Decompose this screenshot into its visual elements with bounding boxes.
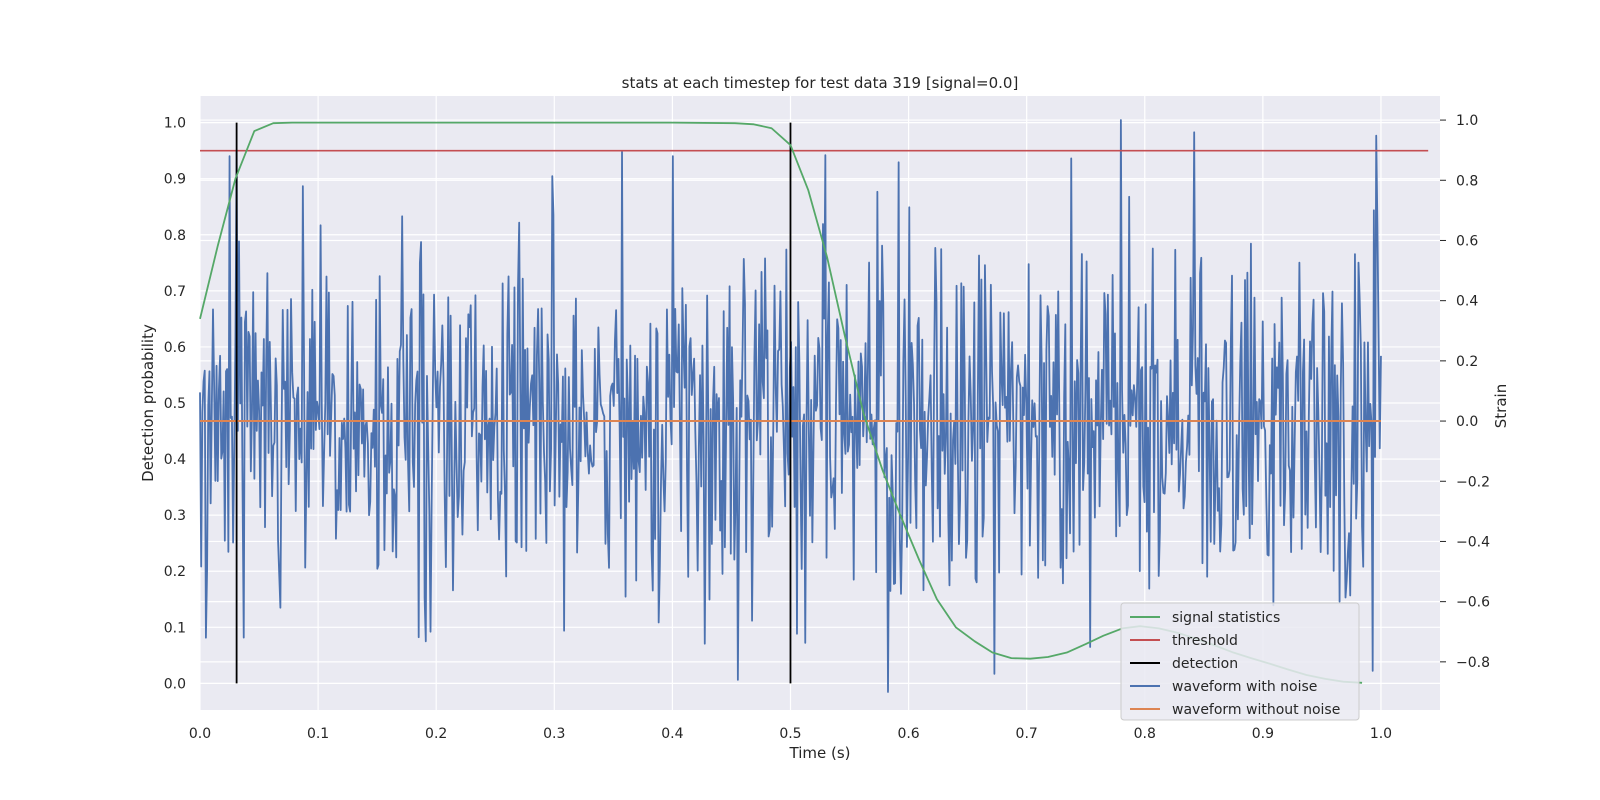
legend-label-detection: detection — [1172, 656, 1238, 672]
y-left-tick-label: 0.7 — [164, 284, 186, 300]
legend-label-threshold: threshold — [1172, 633, 1238, 649]
x-tick-label: 0.7 — [1016, 726, 1038, 742]
x-tick-label: 0.8 — [1134, 726, 1156, 742]
y-right-tick-label: −0.2 — [1456, 474, 1490, 490]
x-tick-label: 1.0 — [1370, 726, 1392, 742]
y-right-tick-label: −0.4 — [1456, 534, 1490, 550]
legend-label-waveform-with-noise: waveform with noise — [1172, 679, 1317, 695]
y-right-tick-label: 0.4 — [1456, 294, 1478, 310]
y-left-tick-label: 0.1 — [164, 620, 186, 636]
y-right-tick-label: 0.0 — [1456, 414, 1478, 430]
legend: signal statistics threshold detection wavef… — [1120, 602, 1360, 721]
x-axis-label: Time (s) — [789, 744, 851, 762]
y-left-tick-label: 0.2 — [164, 564, 186, 580]
ticks: 0.0 0.1 0.2 0.3 0.4 0.5 0.6 0.7 0.8 0.9 1.0 0.0 0.1 0… — [164, 113, 1490, 742]
chart-title: stats at each timestep for test data 319… — [622, 74, 1019, 92]
x-tick-label: 0.6 — [897, 726, 919, 742]
x-tick-label: 0.0 — [189, 726, 211, 742]
x-tick-label: 0.2 — [425, 726, 447, 742]
x-tick-label: 0.9 — [1252, 726, 1274, 742]
y-left-tick-label: 0.6 — [164, 340, 186, 356]
y-right-tick-label: 1.0 — [1456, 113, 1478, 129]
x-tick-label: 0.1 — [307, 726, 329, 742]
y-left-tick-label: 0.9 — [164, 172, 186, 188]
y-left-tick-label: 0.4 — [164, 452, 186, 468]
y-right-tick-label: 0.2 — [1456, 354, 1478, 370]
y-axis-label-left: Detection probability — [139, 324, 157, 482]
legend-box — [1120, 602, 1360, 721]
y-left-tick-label: 0.3 — [164, 508, 186, 524]
y-right-tick-label: −0.8 — [1456, 655, 1490, 671]
y-axis-label-right: Strain — [1492, 384, 1510, 428]
series-layer — [199, 119, 1429, 693]
legend-label-signal-statistics: signal statistics — [1172, 610, 1280, 626]
x-tick-label: 0.5 — [779, 726, 801, 742]
y-left-tick-label: 0.0 — [164, 676, 186, 692]
y-left-tick-label: 0.8 — [164, 228, 186, 244]
legend-label-waveform-without-noise: waveform without noise — [1172, 702, 1340, 718]
y-right-tick-label: 0.6 — [1456, 233, 1478, 249]
y-right-tick-label: −0.6 — [1456, 595, 1490, 611]
y-left-tick-label: 0.5 — [164, 396, 186, 412]
y-left-tick-label: 1.0 — [164, 116, 186, 132]
x-tick-label: 0.3 — [543, 726, 565, 742]
y-right-tick-label: 0.8 — [1456, 173, 1478, 189]
x-tick-label: 0.4 — [661, 726, 683, 742]
